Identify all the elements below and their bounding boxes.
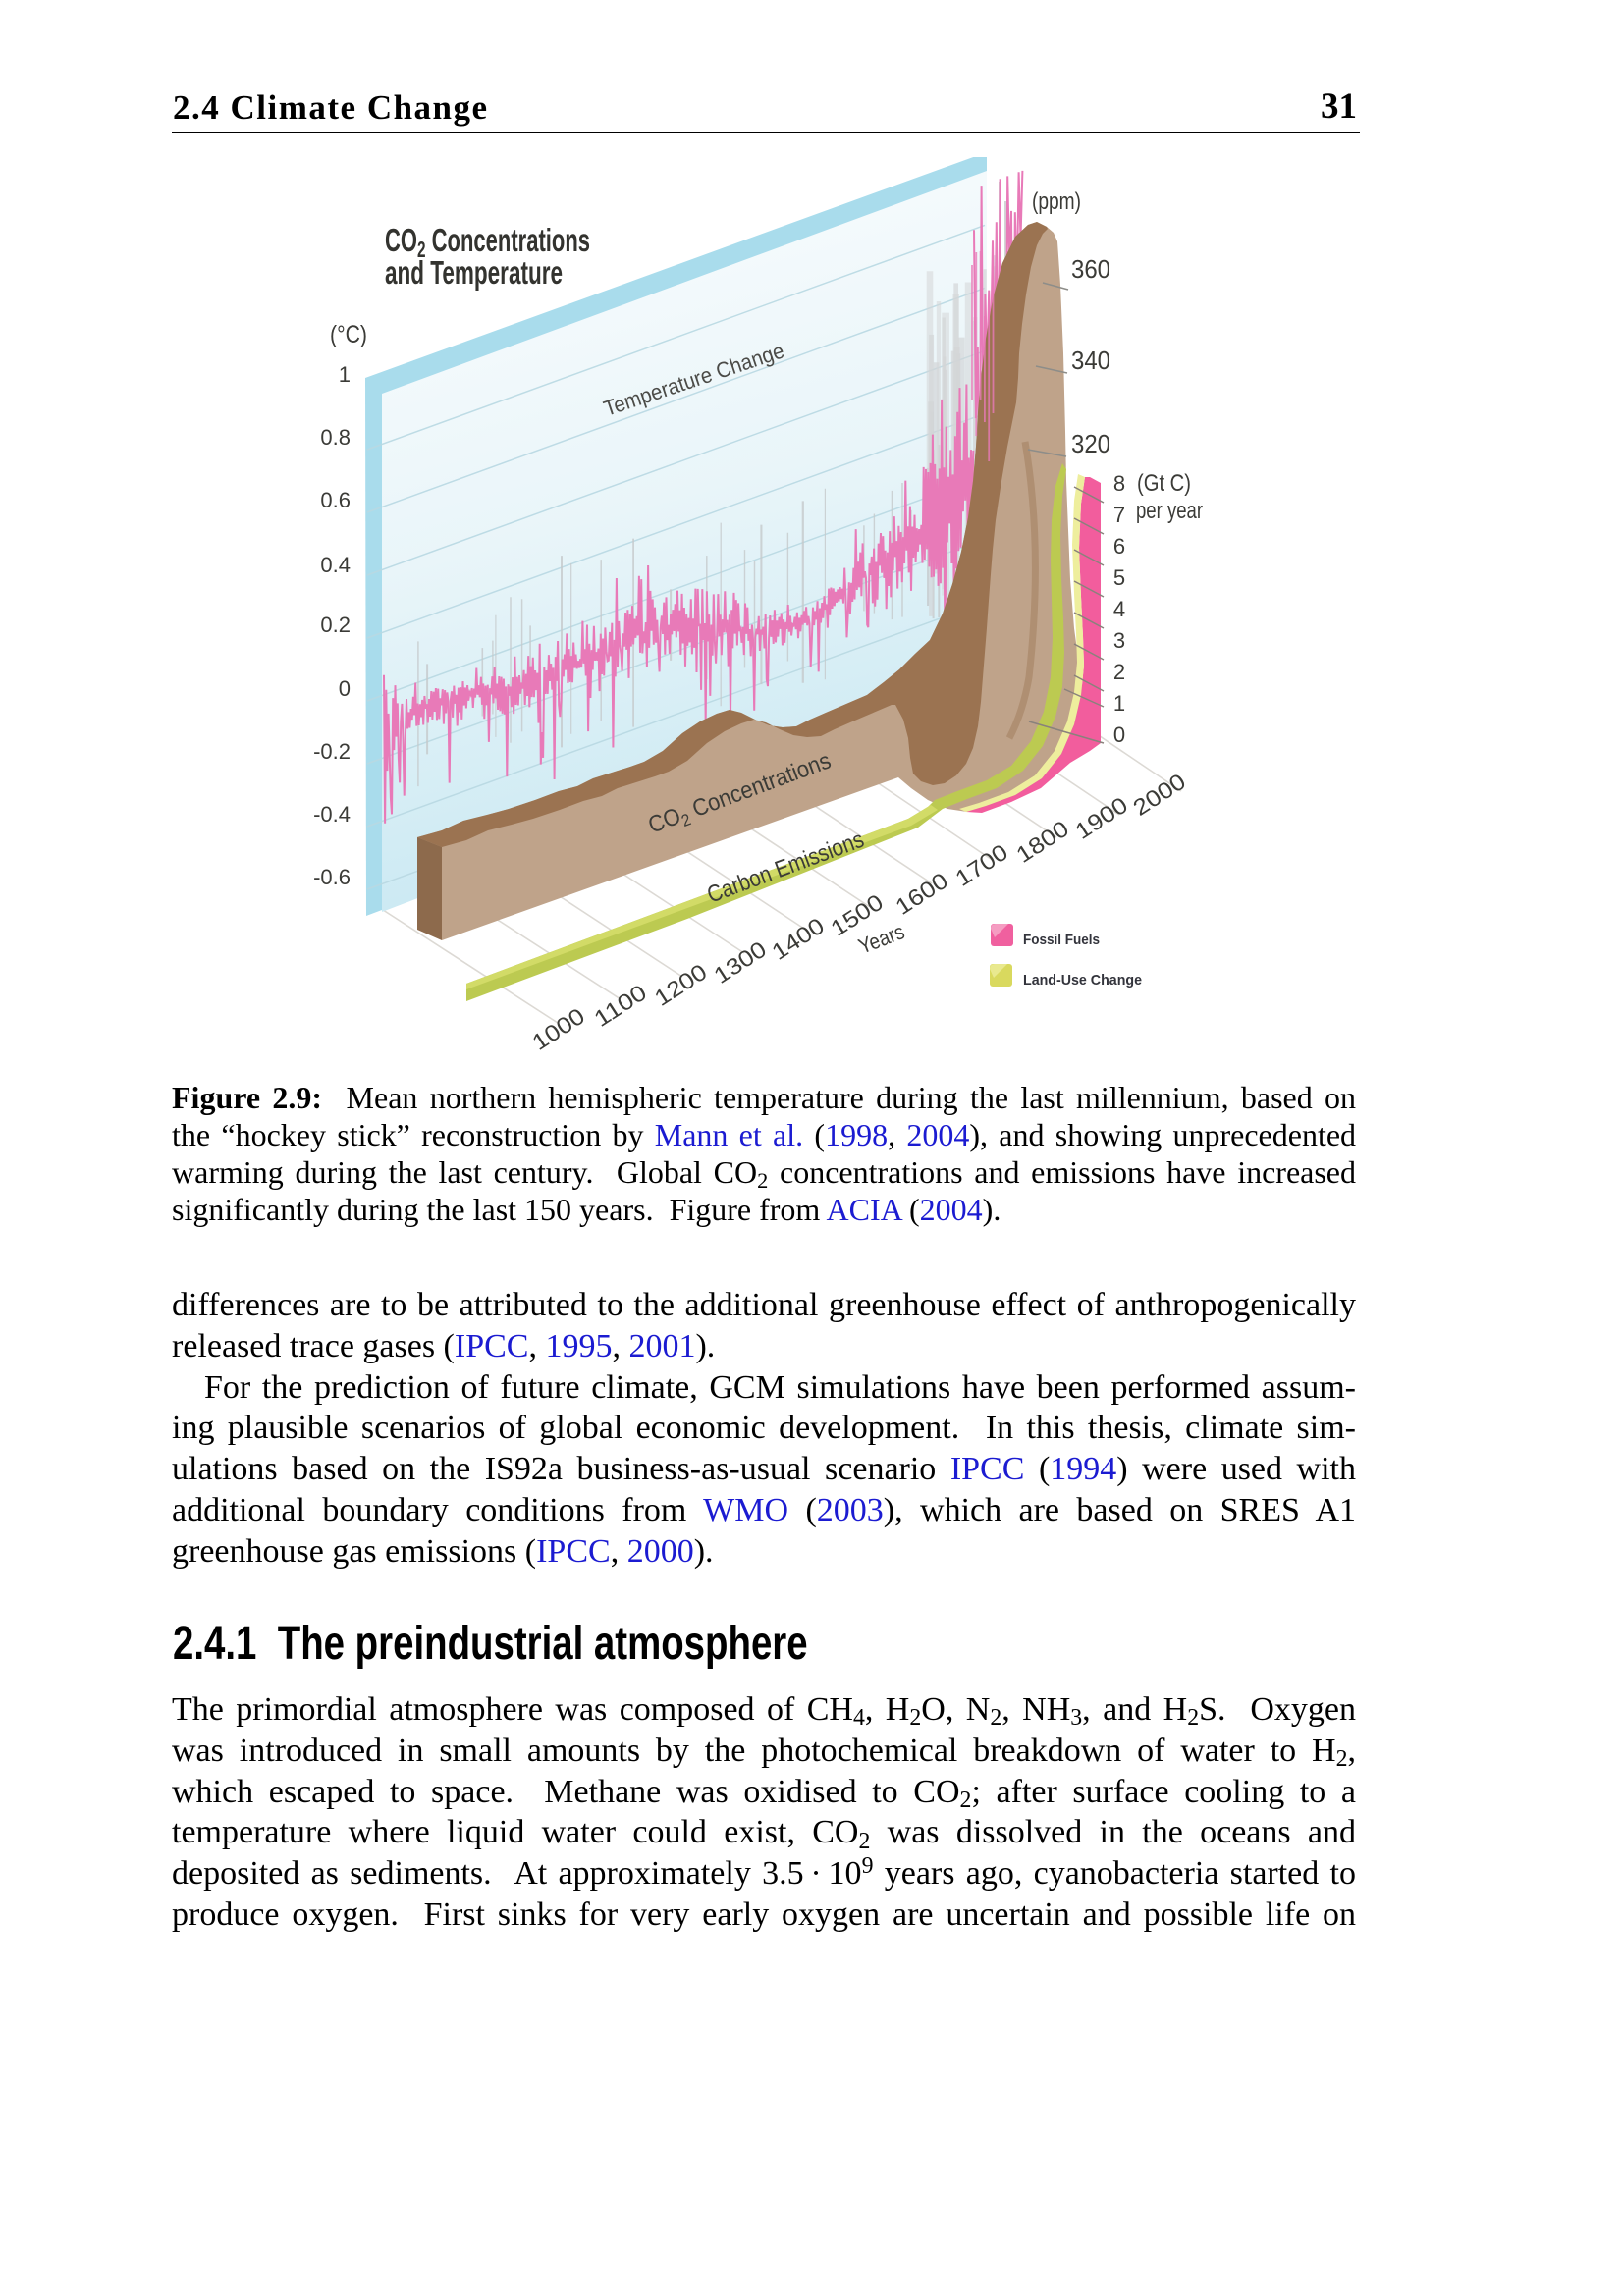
svg-text:5: 5 [1113,565,1125,590]
svg-text:1700: 1700 [950,839,1012,891]
svg-text:1600: 1600 [891,868,952,920]
svg-text:0.8: 0.8 [320,425,351,450]
svg-text:1800: 1800 [1011,816,1073,868]
svg-text:320: 320 [1071,429,1110,458]
svg-text:0: 0 [339,676,351,701]
svg-text:1000: 1000 [527,1003,589,1055]
svg-text:4: 4 [1113,597,1125,621]
svg-text:1: 1 [339,362,351,387]
svg-text:2: 2 [1113,660,1125,684]
svg-text:0.6: 0.6 [320,488,351,512]
svg-text:-0.4: -0.4 [313,802,351,827]
svg-text:(Gt C): (Gt C) [1137,470,1191,497]
svg-text:360: 360 [1071,254,1110,284]
svg-text:(ppm): (ppm) [1032,188,1081,215]
svg-text:per year: per year [1136,498,1203,524]
svg-text:Fossil Fuels: Fossil Fuels [1023,932,1100,948]
svg-text:0.2: 0.2 [320,613,351,637]
svg-text:1400: 1400 [767,913,829,965]
svg-text:0.4: 0.4 [320,553,351,577]
svg-text:Carbon Emissions: Carbon Emissions [704,827,868,909]
svg-text:1: 1 [1113,691,1125,716]
svg-text:6: 6 [1113,534,1125,559]
svg-text:-0.6: -0.6 [313,865,351,889]
svg-text:Land-Use Change: Land-Use Change [1023,972,1142,988]
svg-text:1900: 1900 [1070,792,1132,844]
svg-text:0: 0 [1113,722,1125,747]
svg-text:7: 7 [1113,503,1125,527]
svg-text:340: 340 [1071,346,1110,375]
svg-text:3: 3 [1113,628,1125,653]
svg-text:and Temperature: and Temperature [385,254,563,291]
svg-text:-0.2: -0.2 [313,739,351,764]
svg-text:1100: 1100 [589,980,651,1032]
svg-text:1200: 1200 [650,959,712,1011]
svg-text:1300: 1300 [709,936,771,988]
svg-text:8: 8 [1113,471,1125,496]
svg-text:(°C): (°C) [330,321,367,348]
